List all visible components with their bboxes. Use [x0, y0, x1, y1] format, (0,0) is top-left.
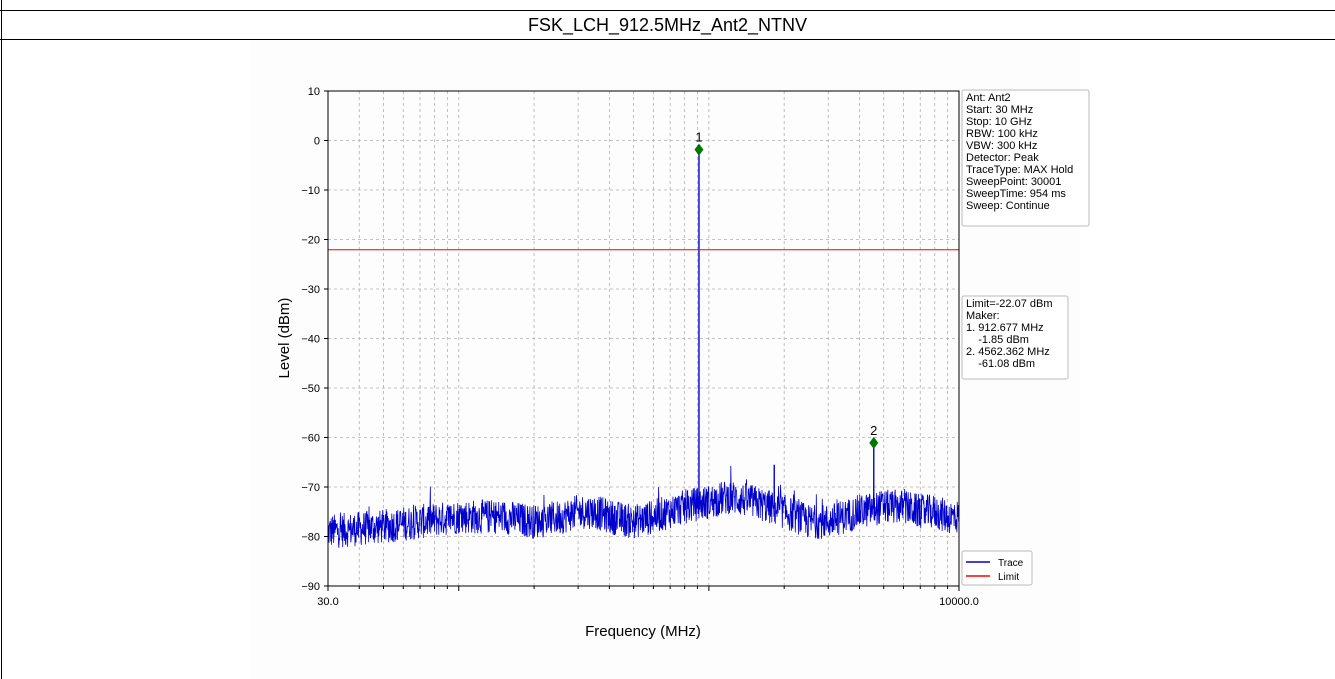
marker-label: 1 [695, 130, 702, 145]
title-divider [0, 39, 1335, 40]
trace-layer [327, 149, 960, 548]
y-tick-label: −80 [301, 532, 320, 544]
marker-diamond [694, 143, 704, 156]
frame-top-border [0, 10, 1335, 11]
legend-limit-label: Limit [998, 572, 1019, 583]
page-title: FSK_LCH_912.5MHz_Ant2_NTNV [527, 15, 808, 35]
info-line: Start: 30 MHz [966, 104, 1033, 116]
frame-left-border [1, 0, 2, 679]
marker-diamond [869, 436, 879, 449]
marker-info-box: Limit=-22.07 dBm Maker: 1. 912.677 MHz -… [961, 295, 1069, 380]
trace-line [327, 465, 960, 548]
marker-info-line: 2. 4562.362 MHz [966, 346, 1050, 358]
grid-layer [328, 91, 959, 586]
info-line: TraceType: MAX Hold [966, 164, 1073, 176]
marker-info-box-frame [961, 295, 1069, 380]
info-line: SweepTime: 954 ms [966, 188, 1066, 200]
info-line: VBW: 300 kHz [966, 140, 1037, 152]
y-axis-ticks: 10 0 −10 −20 −30 −40 −50 −60 −70 −80 −90 [301, 86, 328, 593]
info-line: RBW: 100 kHz [966, 128, 1038, 140]
marker-layer: 12 [694, 130, 879, 449]
y-tick-label: 10 [308, 86, 320, 98]
y-tick-label: −30 [301, 284, 320, 296]
y-tick-label: −70 [301, 482, 320, 494]
y-tick-label: −60 [301, 433, 320, 445]
info-line: SweepPoint: 30001 [966, 176, 1061, 188]
y-axis-label: Level (dBm) [276, 298, 293, 379]
x-tick-label: 30.0 [317, 596, 338, 608]
x-tick-label: 10000.0 [939, 596, 979, 608]
info-line: Sweep: Continue [966, 200, 1050, 212]
y-tick-label: −50 [301, 383, 320, 395]
marker-info-line: -61.08 dBm [966, 358, 1035, 370]
y-tick-label: −40 [301, 334, 320, 346]
legend: Trace Limit [961, 550, 1033, 586]
marker-info-line: Limit=-22.07 dBm [966, 298, 1053, 310]
y-tick-label: −90 [301, 581, 320, 593]
settings-info-box-frame [961, 89, 1090, 227]
plot-background [250, 40, 1080, 679]
y-tick-label: −10 [301, 185, 320, 197]
info-line: Detector: Peak [966, 152, 1039, 164]
marker-info-line: Maker: [966, 310, 1000, 322]
x-axis-label: Frequency (MHz) [585, 623, 701, 640]
info-line: Ant: Ant2 [966, 92, 1011, 104]
y-tick-label: −20 [301, 235, 320, 247]
x-axis-ticks: 30.0 10000.0 [317, 586, 979, 608]
settings-info-box: Ant: Ant2 Start: 30 MHz Stop: 10 GHz RBW… [961, 89, 1090, 227]
y-tick-label: 0 [314, 136, 320, 148]
marker-label: 2 [870, 423, 877, 438]
marker-info-line: 1. 912.677 MHz [966, 322, 1044, 334]
info-line: Stop: 10 GHz [966, 116, 1032, 128]
legend-trace-label: Trace [998, 558, 1024, 569]
marker-info-line: -1.85 dBm [966, 334, 1029, 346]
